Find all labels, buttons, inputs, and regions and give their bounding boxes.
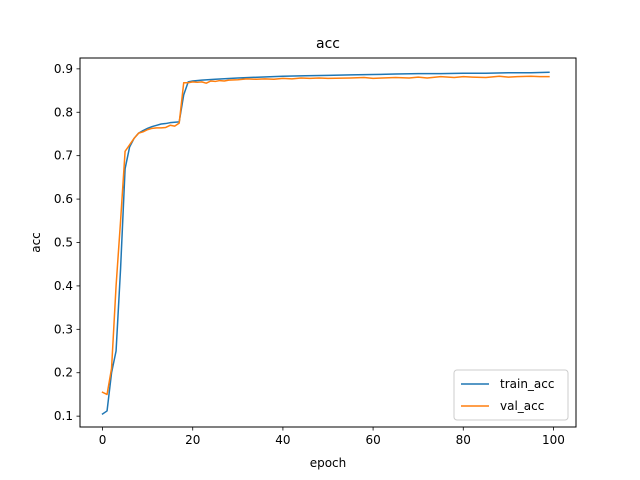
x-axis-ticks: 0 20 40 60 80 100 <box>99 427 565 447</box>
x-tick-label: 100 <box>542 433 565 447</box>
y-tick-label: 0.4 <box>54 279 73 293</box>
x-tick-label: 20 <box>185 433 200 447</box>
x-tick-label: 0 <box>99 433 107 447</box>
y-tick-label: 0.2 <box>54 366 73 380</box>
y-axis-label: acc <box>29 232 43 253</box>
series-line-train-acc <box>101 71 550 416</box>
chart-title: acc <box>316 36 340 52</box>
plot-lines <box>101 71 550 416</box>
series-line-val-acc <box>101 75 550 396</box>
legend-label-val-acc: val_acc <box>500 399 544 413</box>
legend: train_acc val_acc <box>453 369 569 421</box>
y-tick-label: 0.5 <box>54 236 73 250</box>
x-tick-label: 60 <box>365 433 380 447</box>
y-axis-ticks: 0.1 0.2 0.3 0.4 0.5 0.6 0.7 0.8 0.9 <box>54 62 80 423</box>
legend-box <box>453 369 569 421</box>
y-tick-label: 0.8 <box>54 105 73 119</box>
y-tick-label: 0.9 <box>54 62 73 76</box>
x-tick-label: 40 <box>275 433 290 447</box>
x-tick-label: 80 <box>456 433 471 447</box>
y-tick-label: 0.3 <box>54 322 73 336</box>
x-axis-label: epoch <box>310 456 347 470</box>
y-tick-label: 0.7 <box>54 149 73 163</box>
legend-label-train-acc: train_acc <box>500 377 554 391</box>
y-tick-label: 0.6 <box>54 192 73 206</box>
y-tick-label: 0.1 <box>54 409 73 423</box>
